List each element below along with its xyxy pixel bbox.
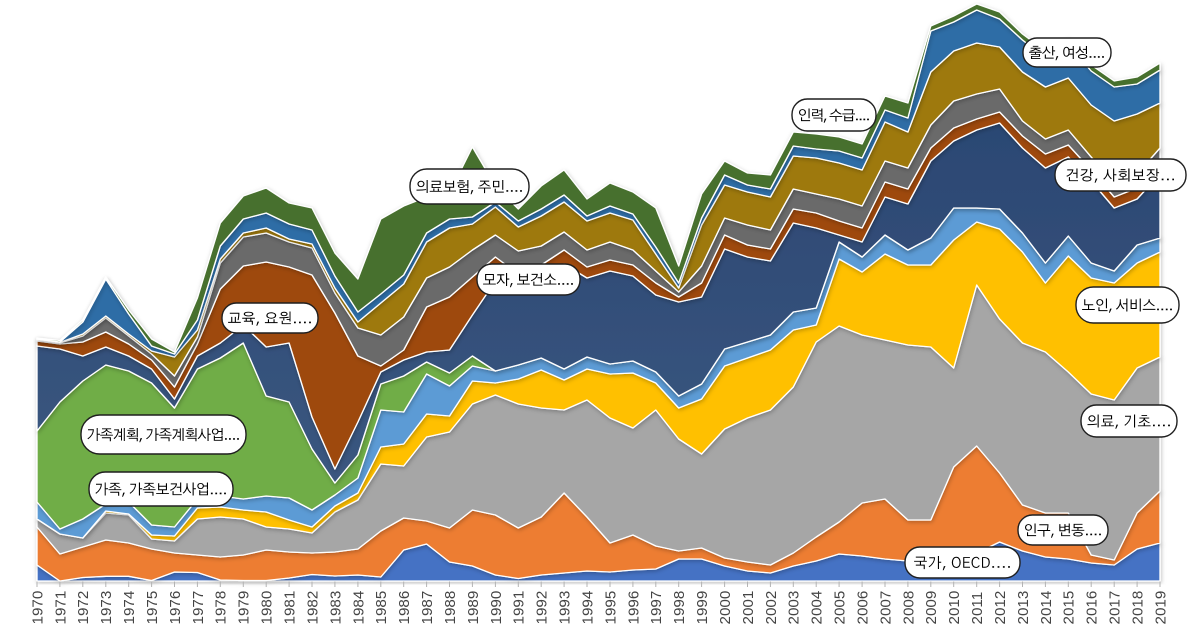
- svg-text:2011: 2011: [969, 592, 986, 625]
- svg-text:1978: 1978: [213, 591, 230, 625]
- svg-text:2004: 2004: [809, 591, 826, 625]
- svg-text:1993: 1993: [557, 591, 574, 625]
- svg-text:1995: 1995: [602, 591, 619, 625]
- svg-text:1989: 1989: [465, 591, 482, 625]
- svg-text:1970: 1970: [29, 591, 46, 625]
- svg-text:1994: 1994: [579, 591, 596, 625]
- svg-text:1981: 1981: [282, 591, 299, 625]
- svg-text:1988: 1988: [442, 591, 459, 625]
- svg-text:2003: 2003: [786, 591, 803, 625]
- svg-text:2016: 2016: [1084, 591, 1101, 625]
- svg-text:2008: 2008: [900, 591, 917, 625]
- svg-text:2018: 2018: [1130, 591, 1147, 625]
- svg-text:2017: 2017: [1107, 591, 1124, 625]
- svg-text:1985: 1985: [373, 591, 390, 625]
- svg-text:1977: 1977: [190, 591, 207, 625]
- svg-text:1972: 1972: [75, 591, 92, 625]
- svg-text:2014: 2014: [1038, 591, 1055, 625]
- svg-text:2010: 2010: [946, 591, 963, 625]
- svg-text:1996: 1996: [625, 591, 642, 625]
- svg-text:2013: 2013: [1015, 591, 1032, 625]
- svg-text:2015: 2015: [1061, 591, 1078, 625]
- svg-text:1998: 1998: [671, 591, 688, 625]
- svg-text:2000: 2000: [717, 591, 734, 625]
- svg-text:1984: 1984: [350, 591, 367, 625]
- svg-text:1979: 1979: [236, 591, 253, 625]
- svg-text:1980: 1980: [259, 591, 276, 625]
- svg-text:1975: 1975: [144, 591, 161, 625]
- svg-text:2009: 2009: [923, 591, 940, 625]
- svg-text:1991: 1991: [511, 591, 528, 625]
- svg-text:1973: 1973: [98, 591, 115, 625]
- svg-text:2001: 2001: [740, 591, 757, 625]
- svg-text:2006: 2006: [855, 591, 872, 625]
- svg-text:2005: 2005: [832, 591, 849, 625]
- svg-text:1990: 1990: [488, 591, 505, 625]
- svg-text:1983: 1983: [327, 591, 344, 625]
- svg-text:1997: 1997: [648, 591, 665, 625]
- svg-text:1987: 1987: [419, 591, 436, 625]
- svg-text:2012: 2012: [992, 591, 1009, 625]
- svg-text:1999: 1999: [694, 591, 711, 625]
- svg-text:1982: 1982: [304, 591, 321, 625]
- svg-text:1986: 1986: [396, 591, 413, 625]
- svg-text:1976: 1976: [167, 591, 184, 625]
- svg-text:1971: 1971: [52, 591, 69, 625]
- svg-text:2002: 2002: [763, 591, 780, 625]
- svg-text:2019: 2019: [1152, 591, 1169, 625]
- svg-text:1974: 1974: [121, 591, 138, 625]
- svg-text:2007: 2007: [877, 591, 894, 625]
- svg-text:1992: 1992: [534, 591, 551, 625]
